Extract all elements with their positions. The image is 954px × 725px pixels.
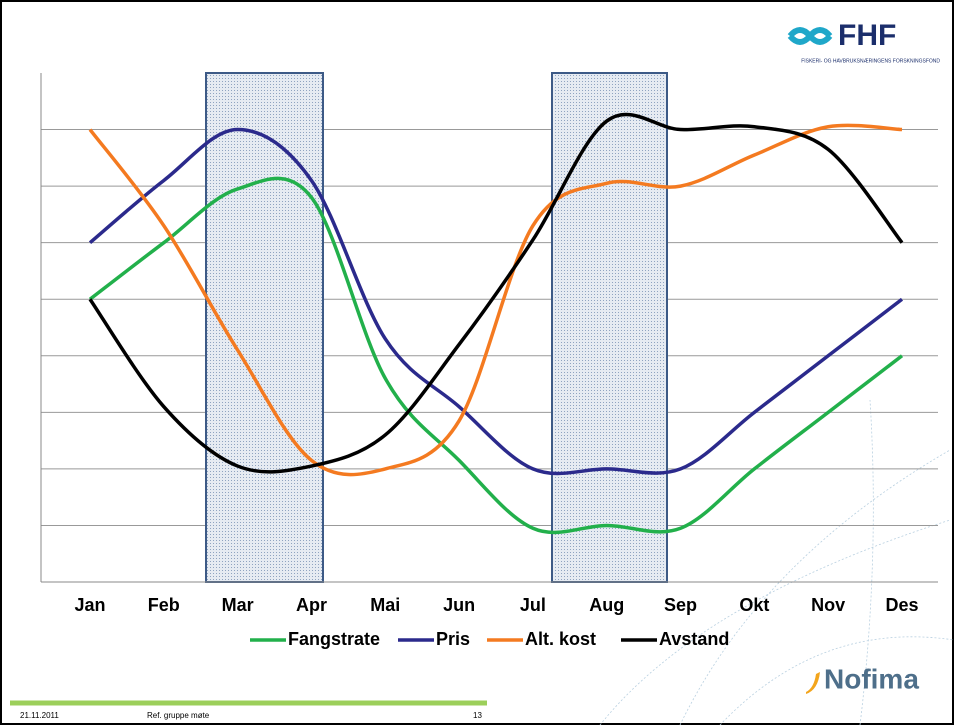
logo-subtitle: FISKERI- OG HAVBRUKSNÆRINGENS FORSKNINGS…	[801, 58, 940, 64]
series-line	[88, 123, 903, 477]
x-tick-label: Okt	[739, 595, 769, 615]
background-decoration	[599, 399, 954, 725]
footer-date: 21.11.2011	[20, 711, 59, 720]
x-tick-label: Mai	[370, 595, 400, 615]
x-tick-label: Aug	[589, 595, 624, 615]
brand-mark	[806, 672, 820, 694]
series-line	[88, 176, 904, 535]
logo-text: FHF	[838, 19, 896, 52]
x-tick-label: Sep	[664, 595, 697, 615]
legend-label: Pris	[436, 629, 470, 649]
highlight-band	[551, 72, 668, 583]
series-line	[88, 112, 904, 474]
x-tick-label: Nov	[811, 595, 845, 615]
highlight-band	[205, 72, 324, 583]
brand-text: Nofima	[824, 663, 919, 694]
x-tick-label: Jul	[520, 595, 546, 615]
x-tick-label: Feb	[148, 595, 180, 615]
logo-mark	[787, 27, 833, 45]
x-tick-label: Apr	[296, 595, 327, 615]
legend-label: Avstand	[659, 629, 729, 649]
x-tick-label: Mar	[222, 595, 254, 615]
page-number: 13	[473, 711, 482, 720]
x-tick-label: Jan	[74, 595, 105, 615]
legend-label: Fangstrate	[288, 629, 380, 649]
legend-label: Alt. kost	[525, 629, 596, 649]
series-line	[88, 127, 904, 476]
x-tick-label: Des	[885, 595, 918, 615]
fhf-logo: FHF FISKERI- OG HAVBRUKSNÆRINGENS FORSKN…	[787, 19, 940, 64]
x-tick-label: Jun	[443, 595, 475, 615]
footer-text: Ref. gruppe møte	[147, 711, 210, 720]
